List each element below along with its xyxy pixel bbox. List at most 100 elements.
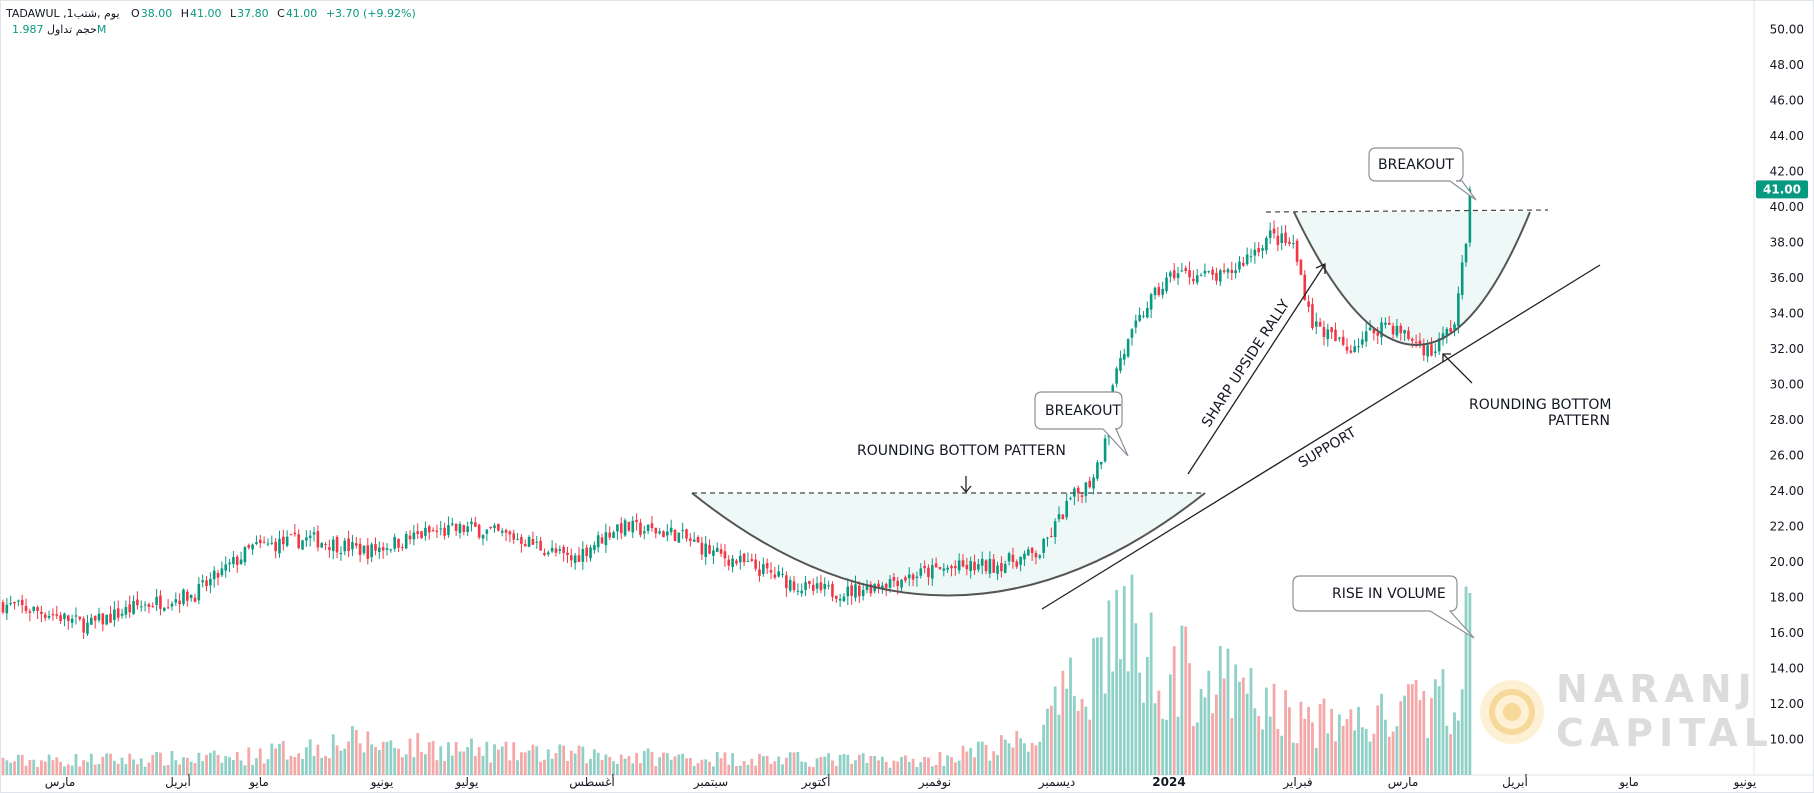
volume-bar [612,761,615,775]
candle [228,558,231,572]
volume-bar [692,765,696,775]
candle [182,588,185,606]
candle [278,530,281,558]
candle [796,583,800,596]
volume-bar [316,744,320,775]
candle [47,610,51,620]
volume-bar [1172,646,1176,775]
candle [543,548,546,557]
time-axis[interactable]: مارس أبريل مايو يونيو يوليو أغسطس سبتمبر أكتوبر… [45,774,1757,790]
volume-bar [74,754,78,775]
volume-bar [1391,731,1395,775]
volume-bar [577,745,581,775]
volume-bar [105,753,109,775]
candle [1019,556,1022,572]
candle [1211,266,1214,281]
volume-bar [320,757,324,775]
volume-bar [1134,623,1138,775]
volume-bar [136,764,139,775]
volume-bar [55,757,59,775]
candle [800,583,804,598]
candle [59,612,62,624]
volume-bar [397,748,400,775]
volume-bar [1264,687,1268,775]
volume-bar [182,757,185,775]
candle [635,513,638,531]
candle [147,602,151,614]
candle [1153,286,1157,300]
volume-bar [1072,695,1076,775]
price-axis[interactable]: 50.00 48.00 46.00 44.00 42.00 40.00 38.00 36.00… [1770,23,1804,747]
chart-legend: TADAWUL ,1يوم ,شتب O38.00 H41.00 L37.80 … [6,6,421,38]
x-tick-label: أكتوبر [801,774,831,790]
candle [270,535,274,545]
volume-bar [696,763,700,775]
candle [1234,262,1237,279]
candle [1341,329,1345,347]
candle [1272,220,1276,239]
candle [1364,322,1368,347]
volume-bar [1222,678,1226,775]
x-tick-label: نوفمبر [918,775,951,790]
candle [1038,553,1042,560]
candle [1030,546,1034,561]
candle [811,578,815,596]
volume-bar [527,750,531,775]
y-tick-label: 36.00 [1770,271,1804,285]
volume-bar [738,765,742,775]
candle [343,537,347,556]
candle [520,534,523,553]
rounding-bottom-curve-2 [1293,211,1531,346]
candle [354,536,358,549]
y-tick-label: 38.00 [1770,236,1804,250]
last-price-label: 41.00 [1763,182,1801,196]
volume-bar [930,766,934,775]
candle [546,550,550,557]
volume-bar [128,753,132,775]
volume-bar [443,761,446,775]
candle [692,532,696,542]
volume-bar [953,762,957,775]
logo-line-2: CAPITAL [1556,711,1774,755]
candle [1138,307,1141,323]
volume-bar [1065,688,1069,775]
candle [1449,319,1452,334]
volume-bar [1145,656,1149,775]
candle [293,524,297,537]
volume-bar [1192,725,1195,775]
volume-bar [1000,735,1003,775]
candle [1345,338,1349,354]
volume-bar [1433,679,1437,775]
y-tick-label: 46.00 [1770,94,1804,108]
annotation-support: SUPPORT [1296,424,1360,471]
volume-bar [220,762,224,775]
volume-bar [404,754,408,775]
volume-bar [416,733,420,775]
volume-bar [40,760,43,775]
candle [328,539,331,558]
candle [439,520,443,536]
y-tick-label: 30.00 [1770,378,1804,392]
volume-bar [285,759,289,775]
volume-bar [715,751,719,775]
volume-value: 1.987M [12,23,107,36]
candle [1099,461,1103,470]
candle [1161,281,1164,299]
candle [408,530,412,545]
volume-bar [892,760,896,775]
candle [189,594,193,602]
volume-bar [1299,701,1303,775]
candle [758,560,761,582]
volume-bar [1318,704,1322,775]
candle [715,542,719,553]
candle [1387,316,1391,325]
volume-bar [331,734,335,775]
candle [1119,350,1122,374]
volume-bar [389,740,393,775]
candle [1126,338,1130,359]
volume-bar [919,762,923,775]
candle [973,554,976,575]
candle [258,534,262,549]
candle [1318,317,1322,327]
